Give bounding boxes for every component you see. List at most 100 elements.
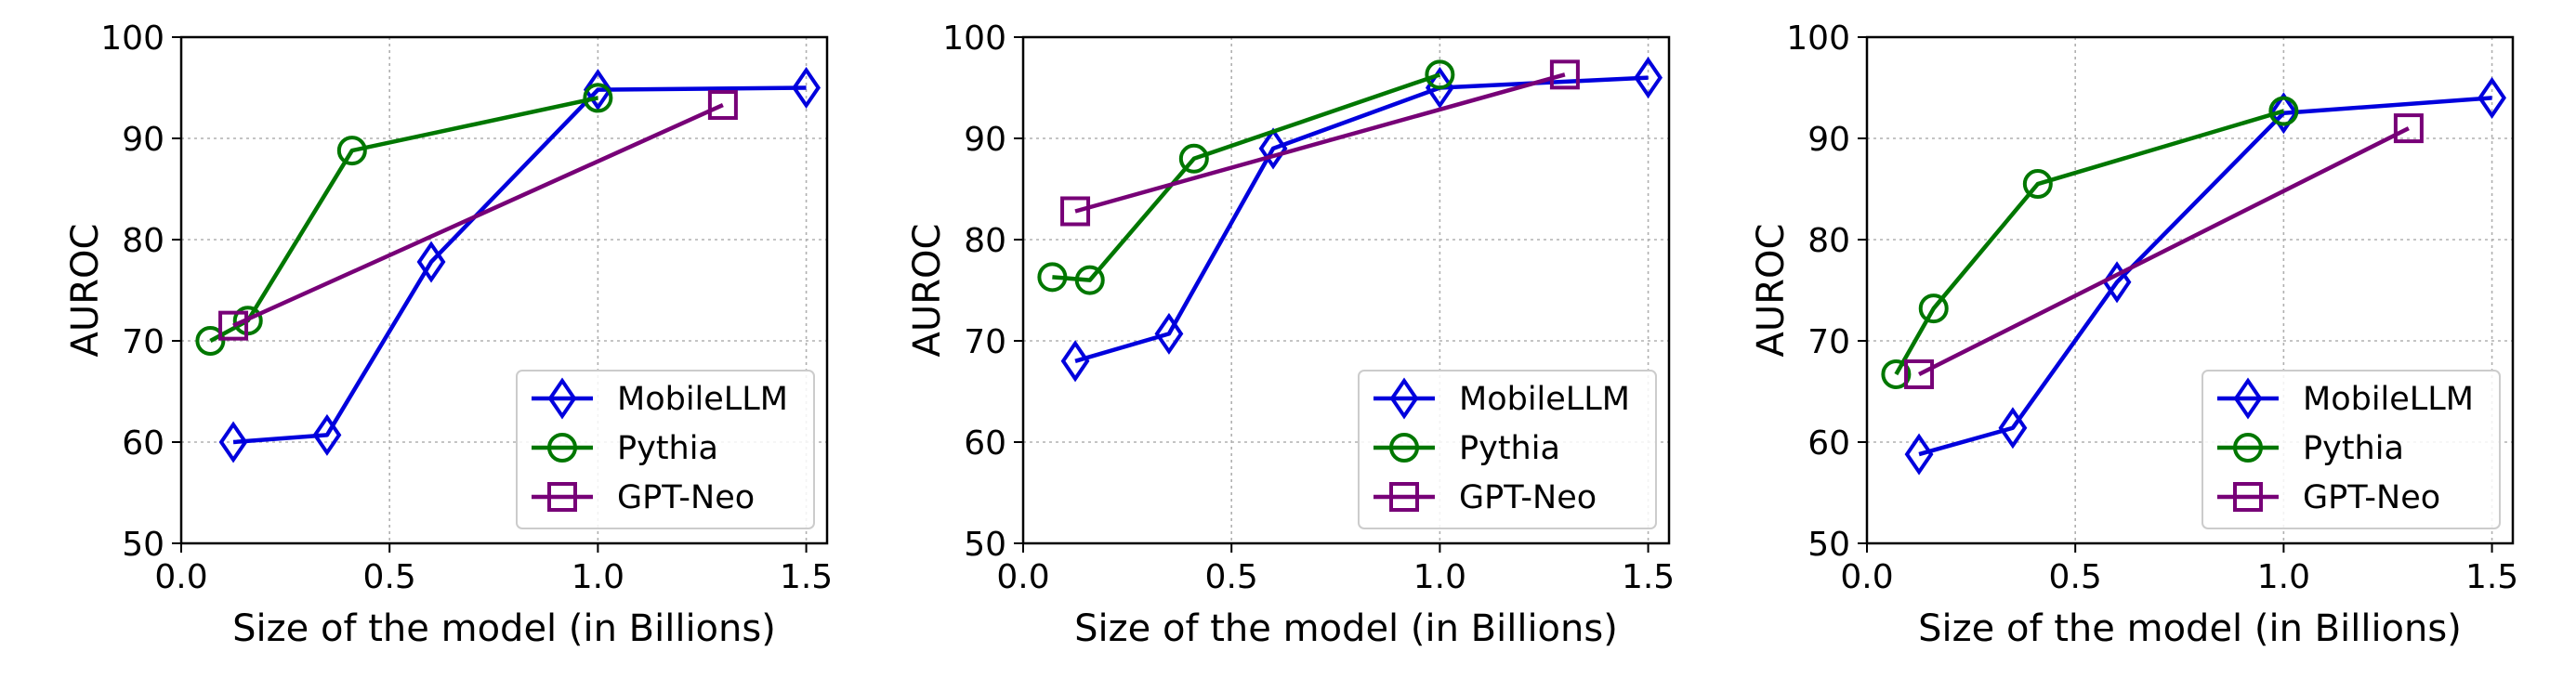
legend: MobileLLM Pythia GPT-Neo (516, 370, 815, 529)
series-mobilellm (1904, 76, 2507, 476)
series-line (1074, 72, 1566, 214)
legend-entry: Pythia (1373, 430, 1560, 467)
x-tick-label: 0.0 (996, 558, 1049, 596)
legend-thin-diamond-marker (2233, 377, 2263, 420)
x-tick-label: 1.5 (1622, 558, 1675, 596)
data-point-marker (195, 326, 226, 356)
data-point-marker (312, 413, 342, 456)
legend-entry: GPT-Neo (2217, 479, 2440, 516)
y-tick-label: 70 (1807, 323, 1850, 361)
data-point-marker (336, 136, 367, 166)
x-axis-title: Size of the model (in Billions) (232, 607, 776, 650)
legend-box (2201, 370, 2501, 529)
y-axis-title: AUROC (1750, 224, 1793, 358)
x-axis-title: Size of the model (in Billions) (1074, 607, 1618, 650)
chart-panel-3: 0.0 0.5 1.0 1.5 50 60 70 80 90 100 Size of the mod… (1750, 20, 2518, 650)
x-tick-label: 1.5 (2465, 558, 2518, 596)
x-axis-title: Size of the model (in Billions) (1918, 607, 2462, 650)
legend-box (1358, 370, 1657, 529)
legend-label: MobileLLM (617, 381, 788, 418)
legend-box (516, 370, 815, 529)
x-tick-label: 1.5 (780, 558, 833, 596)
x-tick-label: 0.5 (1205, 558, 1258, 596)
y-tick-label: 90 (1807, 121, 1850, 159)
y-tick-label: 50 (964, 526, 1006, 564)
data-point-marker (1549, 59, 1580, 90)
data-point-marker (416, 241, 446, 283)
legend-entry: Pythia (532, 430, 718, 467)
y-tick-label: 100 (100, 20, 164, 58)
legend-thin-diamond-marker (547, 377, 577, 420)
plot-frame (179, 35, 829, 545)
chart-panel-2: 0.0 0.5 1.0 1.5 50 60 70 80 90 100 Size of the mod… (906, 20, 1675, 650)
data-point-marker (707, 90, 738, 121)
y-tick-label: 70 (122, 323, 164, 361)
series-pythia (1037, 59, 1455, 295)
legend-thin-diamond-marker (1389, 377, 1419, 420)
y-tick-label: 100 (942, 20, 1006, 58)
series-mobilellm (1060, 57, 1663, 383)
legend-label: GPT-Neo (617, 479, 755, 516)
data-point-marker (2102, 261, 2132, 304)
data-point-marker (1881, 359, 1912, 389)
data-point-marker (1904, 359, 1935, 389)
x-tick-label: 1.0 (1413, 558, 1466, 596)
legend-entry: Pythia (2217, 430, 2404, 467)
series-line (1918, 96, 2492, 457)
legend-entry: GPT-Neo (532, 479, 755, 516)
y-tick-label: 70 (964, 323, 1006, 361)
data-point-marker (1258, 127, 1288, 170)
legend-circle-marker (547, 433, 577, 463)
data-point-marker (218, 421, 248, 463)
legend-circle-marker (2233, 433, 2263, 463)
series-line (232, 102, 724, 328)
x-tick-label: 0.0 (1840, 558, 1893, 596)
y-tick-label: 60 (964, 424, 1006, 463)
legend-entry: MobileLLM (2217, 377, 2474, 420)
legend-entry: GPT-Neo (1373, 479, 1597, 516)
data-point-marker (2022, 169, 2053, 200)
x-tick-label: 1.0 (572, 558, 624, 596)
data-point-marker (1074, 265, 1105, 295)
y-axis-title: AUROC (64, 224, 107, 358)
plot-frame (1021, 35, 1671, 545)
x-tick-label: 0.5 (363, 558, 416, 596)
y-tick-label: 90 (122, 121, 164, 159)
legend-label: GPT-Neo (1459, 479, 1597, 516)
data-point-marker (1425, 66, 1454, 110)
legend-label: GPT-Neo (2303, 479, 2440, 516)
data-point-marker (2393, 113, 2424, 144)
y-tick-label: 80 (964, 222, 1006, 260)
data-point-marker (1037, 262, 1068, 293)
legend-circle-marker (1389, 433, 1419, 463)
data-point-marker (1060, 196, 1091, 227)
series-mobilellm (218, 66, 821, 463)
data-point-marker (792, 66, 821, 110)
legend-label: MobileLLM (2303, 381, 2474, 418)
y-tick-label: 60 (1807, 424, 1850, 463)
series-line (232, 85, 807, 445)
data-point-marker (2477, 76, 2507, 119)
y-tick-label: 50 (122, 526, 164, 564)
data-point-marker (1904, 433, 1934, 476)
series-line (1918, 126, 2410, 376)
data-point-marker (218, 310, 249, 341)
series-line (1052, 72, 1441, 282)
data-point-marker (1998, 407, 2028, 450)
data-point-marker (2268, 96, 2299, 126)
y-tick-label: 80 (122, 222, 164, 260)
legend-square-marker (2233, 482, 2263, 512)
plot-frame (1865, 35, 2515, 545)
y-tick-label: 100 (1786, 20, 1850, 58)
legend-label: Pythia (617, 430, 718, 467)
series-line (209, 96, 598, 343)
series-gpt-neo (1904, 113, 2424, 389)
legend: MobileLLM Pythia GPT-Neo (1358, 370, 1657, 529)
data-point-marker (1178, 143, 1209, 174)
legend-entry: MobileLLM (532, 377, 788, 420)
data-point-marker (1918, 293, 1949, 324)
y-tick-label: 90 (964, 121, 1006, 159)
y-tick-label: 50 (1807, 526, 1850, 564)
data-point-marker (1154, 312, 1184, 355)
